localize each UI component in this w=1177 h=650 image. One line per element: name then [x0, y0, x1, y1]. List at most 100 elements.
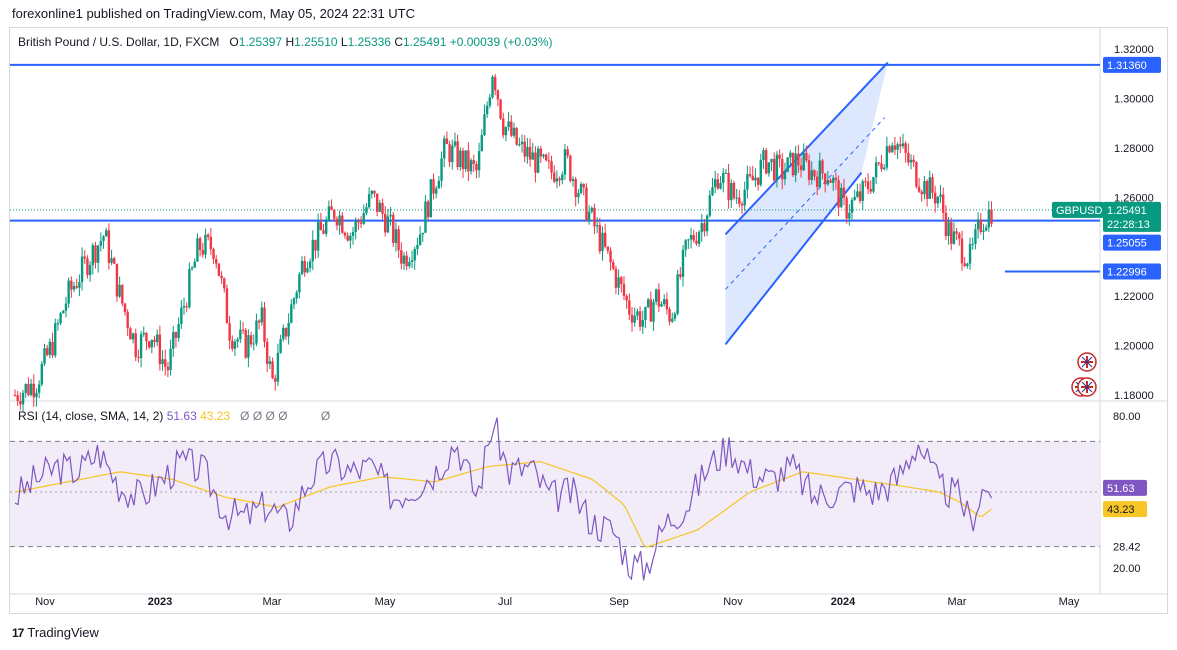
ticker-tag[interactable]: GBPUSD [1056, 205, 1103, 217]
candle-body [121, 284, 124, 304]
candle-body [807, 160, 811, 180]
rsi-value-tag-bg [1103, 479, 1147, 496]
candle-body [563, 149, 567, 175]
candle-body [727, 172, 730, 201]
candle-body [646, 299, 650, 308]
candle-body [405, 255, 408, 267]
candle-body [282, 327, 285, 340]
candle-body [27, 384, 30, 395]
candle-body [384, 213, 387, 233]
hidden-plot-icon[interactable]: Ø [265, 409, 275, 423]
hidden-plot-icon[interactable]: Ø [240, 409, 250, 423]
price-tick-label: 1.30000 [1114, 93, 1154, 105]
candle-body [24, 384, 27, 393]
rsi-legend: RSI (14, close, SMA, 14, 2) 51.63 43.23 … [18, 409, 330, 423]
candle-body [738, 197, 741, 204]
candle-body [805, 152, 808, 161]
candle-body [102, 236, 105, 241]
hidden-plot-icon[interactable]: Ø [278, 409, 288, 423]
time-tick-label: 2023 [148, 596, 172, 608]
candle-body [657, 289, 661, 307]
candle-body [413, 248, 416, 261]
candle-body [815, 176, 819, 188]
rsi-title[interactable]: RSI (14, close, SMA, 14, 2) [18, 409, 164, 423]
sma-value-tag: 43.23 [1107, 504, 1135, 516]
candle-body [617, 277, 620, 288]
channel-mid-line[interactable] [725, 117, 885, 290]
candle-body [365, 207, 368, 214]
candle-body [681, 249, 685, 277]
candle-body [306, 268, 309, 273]
candle-body [609, 250, 612, 263]
candle-body [502, 118, 505, 136]
candle-body [472, 160, 475, 164]
candle-body [520, 141, 524, 145]
footer-brand: 17 TradingView [12, 625, 99, 640]
rsi-value-tag: 51.63 [1107, 483, 1135, 495]
candle-body [826, 180, 830, 185]
candle-body [448, 144, 451, 163]
candle-body [408, 262, 411, 267]
candle-body [134, 333, 137, 358]
support-mid-price-tag: 1.25055 [1107, 238, 1147, 250]
candle-body [147, 341, 151, 348]
candle-body [802, 152, 805, 171]
candle-body [799, 165, 803, 171]
hidden-plot-icon[interactable]: Ø [252, 409, 263, 423]
candle-body [958, 233, 961, 239]
rsi-line[interactable] [14, 417, 993, 581]
candle-body [220, 275, 223, 279]
candle-body [113, 258, 116, 264]
hidden-plot-icon[interactable]: Ø [320, 409, 331, 423]
candle-body [362, 213, 365, 224]
candle-body [920, 191, 923, 195]
support-mid-price-tag-bg [1103, 234, 1161, 251]
candle-body [864, 181, 867, 183]
candle-body [115, 263, 119, 297]
candle-body [394, 229, 398, 244]
candle-body [381, 202, 384, 214]
channel-fill[interactable] [725, 62, 888, 345]
candle-body [569, 155, 572, 181]
candle-body [21, 392, 25, 405]
candle-body [665, 299, 669, 310]
candle-body [641, 319, 644, 327]
candle-body [555, 178, 559, 182]
candle-body [982, 230, 985, 233]
candle-body [204, 234, 207, 255]
candle-body [70, 280, 73, 290]
candle-body [443, 138, 446, 159]
candle-body [40, 363, 44, 385]
candle-body [485, 105, 489, 115]
candle-body [735, 197, 738, 199]
candle-body [341, 215, 344, 233]
candle-body [274, 378, 277, 382]
candle-body [499, 99, 502, 119]
candle-body [791, 152, 795, 176]
candle-body [19, 401, 22, 405]
candle-body [703, 223, 706, 232]
candle-body [32, 383, 35, 398]
candle-body [241, 329, 245, 331]
candle-body [915, 162, 918, 187]
symbol-title[interactable]: British Pound / U.S. Dollar, 1D, FXCM [18, 35, 220, 49]
candle-body [110, 258, 113, 263]
candle-body [942, 194, 945, 213]
sma-line[interactable] [14, 460, 992, 548]
candle-body [606, 246, 610, 251]
candle-body [813, 170, 816, 177]
candle-body [842, 187, 846, 198]
candle-body [56, 323, 60, 325]
candle-body [29, 383, 33, 395]
price-tick-label: 1.26000 [1114, 192, 1154, 204]
candle-body [896, 144, 899, 150]
candle-body [410, 260, 414, 263]
candle-body [311, 239, 314, 262]
candle-body [743, 189, 746, 206]
uk-flag-diag-icon [1081, 381, 1093, 393]
sma-legend-value: 43.23 [200, 409, 231, 423]
candle-body [35, 392, 38, 398]
candle-body [740, 203, 744, 206]
candle-body [536, 148, 540, 173]
